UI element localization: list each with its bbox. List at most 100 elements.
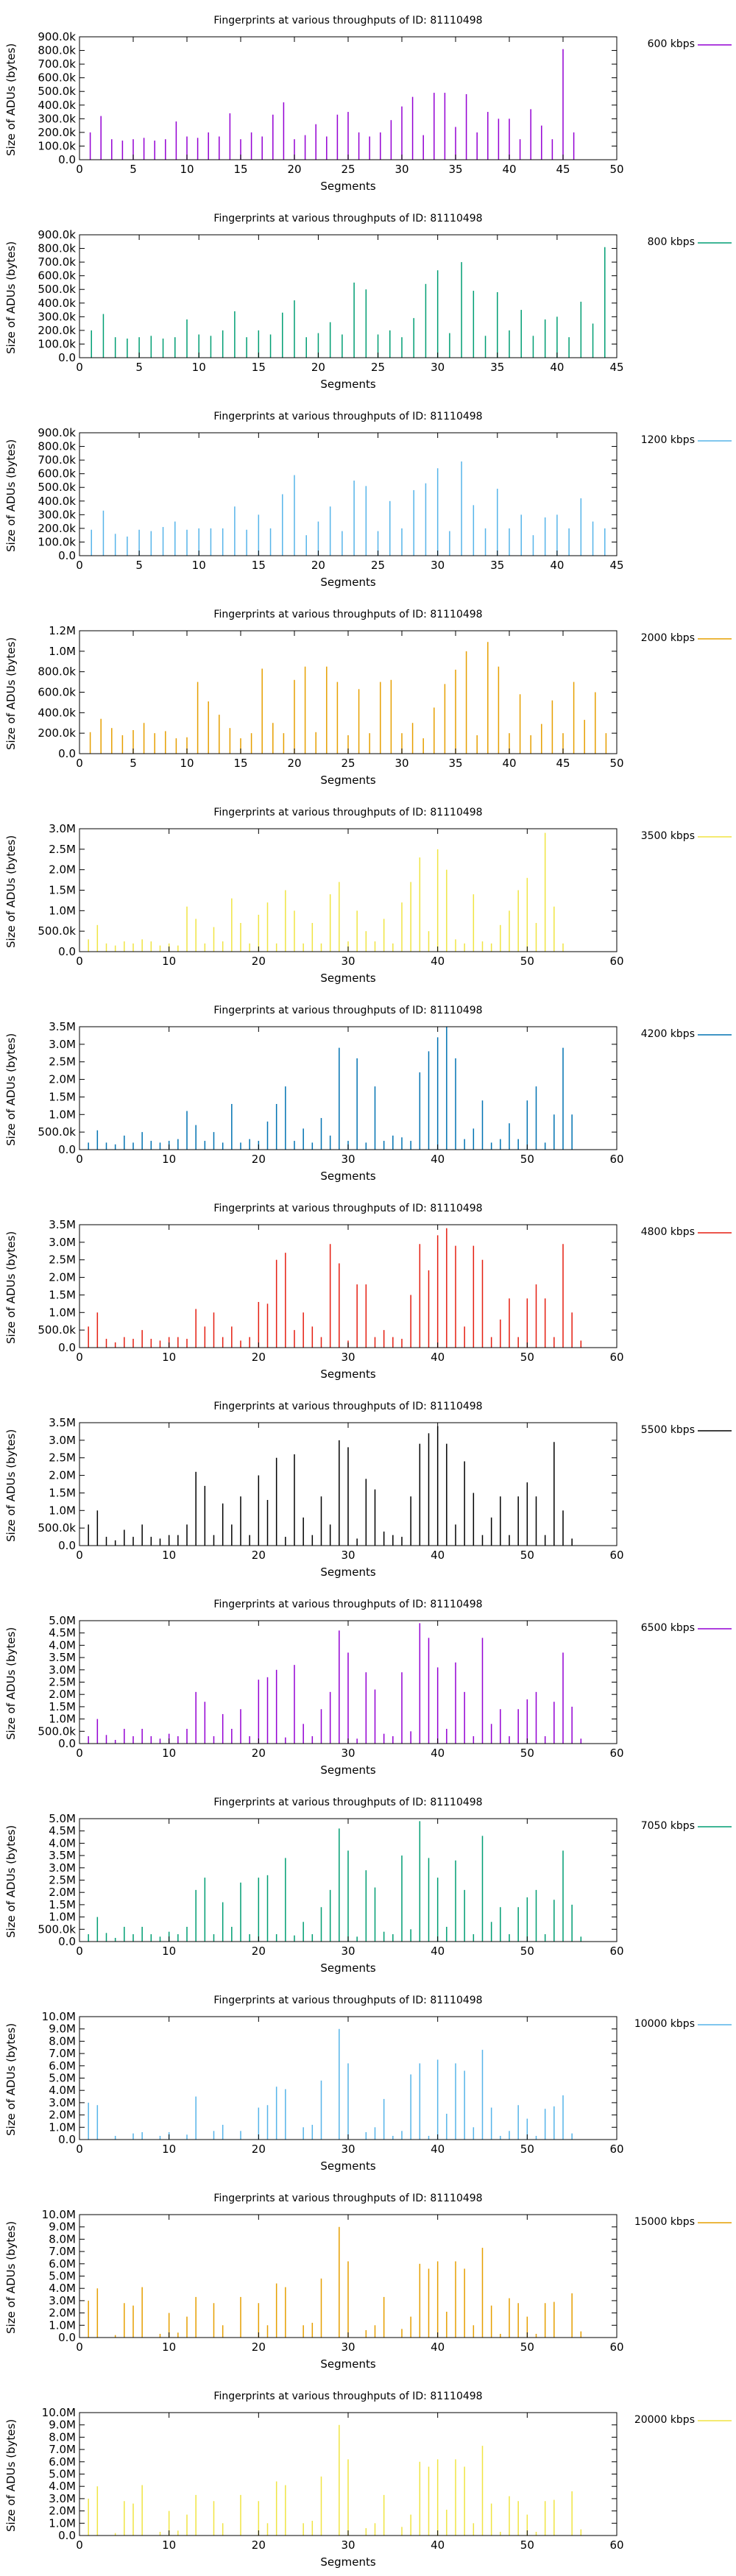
y-tick-label: 3.0M <box>49 1663 76 1677</box>
chart-title: Fingerprints at various throughputs of I… <box>213 807 483 818</box>
y-tick-label: 600.0k <box>38 269 76 283</box>
x-tick-label: 15 <box>233 757 247 770</box>
y-tick-label: 4.0M <box>49 2480 76 2493</box>
x-tick-label: 35 <box>490 559 504 572</box>
y-tick-label: 4.0M <box>49 2282 76 2295</box>
y-tick-label: 100.0k <box>38 535 76 548</box>
plot-frame <box>79 432 618 556</box>
x-axis-label: Segments <box>320 1367 376 1381</box>
x-axis-label: Segments <box>320 2159 376 2173</box>
x-tick-label: 30 <box>341 1747 355 1760</box>
x-tick-label: 10 <box>180 163 194 176</box>
x-tick-label: 10 <box>162 2340 176 2354</box>
x-tick-label: 0 <box>76 1351 83 1364</box>
y-tick-label: 3.0M <box>49 822 76 835</box>
chart-svg: 0.0100.0k200.0k300.0k400.0k500.0k600.0k7… <box>38 426 732 572</box>
y-tick-label: 3.0M <box>49 2096 76 2109</box>
x-tick-label: 20 <box>252 1549 266 1562</box>
y-tick-label: 500.0k <box>38 924 76 938</box>
x-tick-label: 20 <box>287 757 301 770</box>
chart-svg: 0.0 500.0k 1.0M 1.5M 2.0M 2.5M 3.0M 3.5M 0 10 20 30… <box>38 1218 732 1364</box>
chart-panel: Fingerprints at various throughputs of I… <box>0 990 736 1188</box>
y-tick-label: 9.0M <box>49 2418 76 2432</box>
x-tick-label: 40 <box>550 361 564 374</box>
x-tick-label: 0 <box>76 2142 83 2156</box>
x-tick-label: 50 <box>520 2142 534 2156</box>
y-tick-label: 2.0M <box>49 1688 76 1701</box>
y-tick-label: 0.0 <box>58 351 76 364</box>
y-tick-label: 1.0M <box>49 1108 76 1121</box>
x-tick-label: 20 <box>252 1153 266 1166</box>
chart-title: Fingerprints at various throughputs of I… <box>213 1005 483 1016</box>
x-tick-label: 20 <box>252 1351 266 1364</box>
chart-title: Fingerprints at various throughputs of I… <box>213 15 483 26</box>
y-tick-label: 500.0k <box>38 481 76 494</box>
x-tick-label: 15 <box>252 361 266 374</box>
y-tick-label: 700.0k <box>38 57 76 71</box>
y-tick-label: 500.0k <box>38 1922 76 1936</box>
y-tick-label: 1.5M <box>49 884 76 897</box>
x-axis-label: Segments <box>320 1565 376 1579</box>
x-tick-label: 60 <box>609 2538 623 2552</box>
x-tick-label: 30 <box>341 955 355 968</box>
y-tick-label: 2.0M <box>49 1886 76 1899</box>
y-tick-label: 9.0M <box>49 2023 76 2036</box>
y-tick-label: 2.0M <box>49 2109 76 2122</box>
y-tick-label: 1.0M <box>49 2120 76 2134</box>
y-tick-label: 700.0k <box>38 453 76 467</box>
y-tick-label: 4.0M <box>49 1638 76 1652</box>
y-tick-label: 100.0k <box>38 337 76 350</box>
legend-label: 3500 kbps <box>640 830 695 842</box>
y-tick-label: 0.0 <box>58 1539 76 1552</box>
x-tick-label: 0 <box>76 1153 83 1166</box>
y-tick-label: 2.5M <box>49 1676 76 1689</box>
legend-label: 7050 kbps <box>640 1820 695 1832</box>
y-tick-label: 0.0 <box>58 153 76 166</box>
y-tick-label: 3.0M <box>49 1434 76 1447</box>
y-tick-label: 900.0k <box>38 30 76 43</box>
x-tick-label: 35 <box>448 757 462 770</box>
legend-label: 4200 kbps <box>640 1028 695 1040</box>
x-tick-label: 30 <box>341 2340 355 2354</box>
y-tick-label: 2.0M <box>49 1073 76 1086</box>
x-tick-label: 20 <box>311 361 325 374</box>
y-tick-label: 6.0M <box>49 2455 76 2469</box>
y-tick-label: 1.5M <box>49 1288 76 1301</box>
y-tick-label: 8.0M <box>49 2232 76 2246</box>
y-tick-label: 300.0k <box>38 310 76 323</box>
y-tick-label: 2.5M <box>49 1874 76 1887</box>
legend-label: 800 kbps <box>647 236 695 248</box>
x-tick-label: 20 <box>252 955 266 968</box>
x-tick-label: 30 <box>341 2142 355 2156</box>
x-tick-label: 20 <box>311 559 325 572</box>
chart-panel: Fingerprints at various throughputs of I… <box>0 2376 736 2574</box>
chart-svg: 0.0 500.0k 1.0M 1.5M 2.0M 2.5M 3.0M 3.5M 0 10 20 30… <box>38 1416 732 1562</box>
y-tick-label: 2.5M <box>49 1055 76 1069</box>
chart-title: Fingerprints at various throughputs of I… <box>213 1797 483 1808</box>
y-tick-label: 0.0 <box>58 1935 76 1948</box>
x-tick-label: 10 <box>162 1351 176 1364</box>
x-tick-label: 10 <box>180 757 194 770</box>
y-tick-label: 0.0 <box>58 549 76 562</box>
x-tick-label: 0 <box>76 559 83 572</box>
chart-svg: 0.01.0M2.0M3.0M4.0M5.0M6.0M7.0M8.0M9.0M1… <box>42 2010 732 2156</box>
x-tick-label: 20 <box>252 2538 266 2552</box>
y-tick-label: 600.0k <box>38 71 76 85</box>
x-tick-label: 40 <box>431 1351 445 1364</box>
x-axis-label: Segments <box>320 378 376 391</box>
x-tick-label: 50 <box>520 955 534 968</box>
x-tick-label: 45 <box>609 361 623 374</box>
y-tick-label: 10.0M <box>42 2406 76 2419</box>
x-tick-label: 30 <box>431 559 445 572</box>
y-tick-label: 0.0 <box>58 2331 76 2344</box>
x-tick-label: 40 <box>431 1945 445 1958</box>
x-tick-label: 30 <box>341 1945 355 1958</box>
x-tick-label: 10 <box>162 1747 176 1760</box>
chart-panel: Fingerprints at various throughputs of I… <box>0 594 736 792</box>
x-tick-label: 15 <box>252 559 266 572</box>
y-tick-label: 1.0M <box>49 904 76 917</box>
x-tick-label: 50 <box>609 757 623 770</box>
chart-panel: Fingerprints at various throughputs of I… <box>0 792 736 990</box>
y-tick-label: 5.0M <box>49 2468 76 2481</box>
chart-title: Fingerprints at various throughputs of I… <box>213 1995 483 2006</box>
